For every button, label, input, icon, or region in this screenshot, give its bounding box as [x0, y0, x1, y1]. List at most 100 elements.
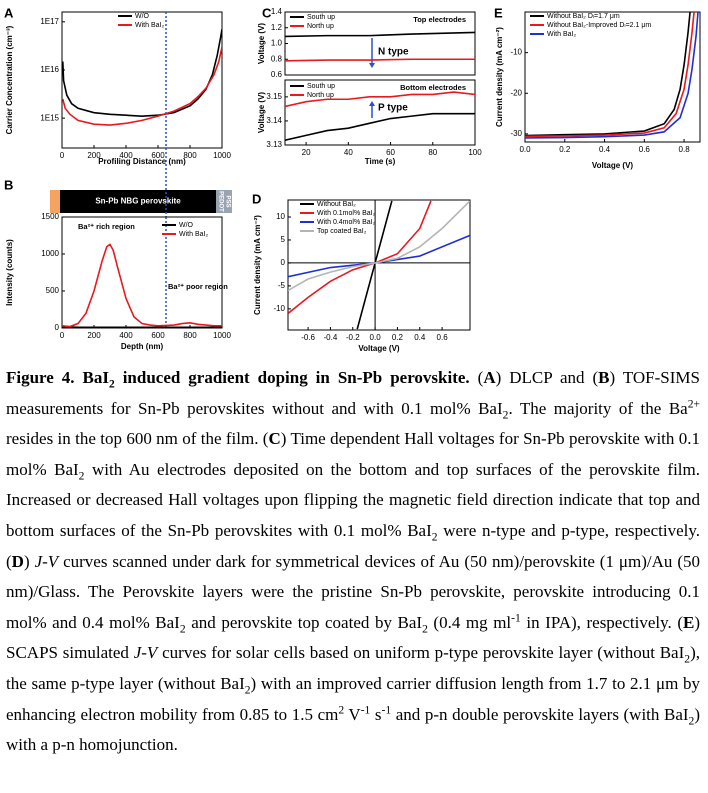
layer-label: Sn-Pb NBG perovskite [95, 197, 181, 206]
y-tick-label: 3.13 [266, 140, 282, 149]
panel-letter: E [494, 5, 503, 20]
annotation: Ba²⁺ poor region [168, 282, 228, 291]
x-tick-label: 600 [151, 151, 165, 160]
series-line [62, 29, 222, 117]
y-tick-label: -10 [273, 304, 285, 313]
y-axis-label: Voltage (V) [257, 23, 266, 65]
y-tick-label: 1.4 [271, 7, 283, 16]
x-axis-label: Voltage (V) [592, 161, 634, 170]
y-tick-label: 500 [46, 286, 60, 295]
y-tick-label: 10 [276, 212, 285, 221]
caption-bold: A [483, 368, 496, 387]
series-line [285, 31, 475, 38]
y-tick-label: 1.0 [271, 39, 283, 48]
x-tick-label: 0.0 [370, 333, 382, 342]
x-tick-label: 100 [468, 148, 482, 157]
x-tick-label: 0 [60, 331, 65, 340]
legend-label: Top coated BaI₂ [317, 228, 367, 235]
y-tick-label: 5 [281, 235, 286, 244]
legend-label: South up [307, 83, 335, 90]
series-line [288, 200, 470, 292]
caption-bold: Figure 4. BaI2 induced gradient doping i… [6, 368, 470, 391]
x-tick-label: -0.6 [301, 333, 315, 342]
caption-sub: 2 [422, 622, 428, 636]
au-layer [50, 190, 60, 213]
y-tick-label: 0 [281, 258, 286, 267]
caption-text: ) Time dependent Hall voltages for Sn-Pb… [6, 429, 700, 479]
caption-text: induced gradient doping in Sn-Pb perovsk… [114, 368, 470, 387]
x-tick-label: 200 [87, 151, 101, 160]
x-tick-label: 400 [119, 151, 133, 160]
legend-label: With 0.1mol% BaI₂ [317, 210, 376, 217]
series-line [288, 200, 432, 315]
series-line [62, 243, 222, 328]
x-tick-label: 800 [183, 331, 197, 340]
caption-text: ) TOF-SIMS measurements for Sn-Pb perovs… [6, 368, 700, 418]
caption-text: and perovskite top coated by BaI [185, 612, 423, 632]
caption-sub: 2 [244, 683, 251, 697]
caption-text: ( [469, 368, 484, 387]
x-axis-label: Depth (nm) [121, 342, 164, 351]
panel-letter: B [4, 177, 13, 192]
x-tick-label: -0.2 [346, 333, 360, 342]
series-line [62, 46, 222, 126]
caption-sub: 2 [179, 622, 186, 636]
caption-bold: C [268, 429, 281, 449]
x-tick-label: 1000 [213, 331, 231, 340]
caption-sub: 2 [684, 652, 691, 666]
series-line [525, 12, 695, 138]
caption-text: V [344, 704, 361, 724]
y-axis-label: Voltage (V) [257, 92, 266, 134]
caption-text: (0.4 mg ml [427, 612, 512, 632]
y-tick-label: 1E16 [40, 65, 59, 74]
y-tick-label: 3.15 [266, 92, 282, 101]
caption-italic: J-V [34, 551, 59, 571]
legend-label: North up [307, 23, 334, 30]
series-line [288, 234, 470, 278]
panel-letter: D [252, 191, 261, 206]
legend-label: Without BaI₂ Dₗ=1.7 μm [547, 13, 620, 20]
caption-text: ), the same p-type layer (without BaI [6, 643, 700, 693]
x-tick-label: 0.4 [599, 145, 611, 154]
y-tick-label: -5 [278, 281, 286, 290]
x-axis-label: Profiling Distance (nm) [98, 157, 186, 166]
caption-text: ) [23, 551, 35, 571]
layer-label: PSS [224, 195, 230, 207]
series-line [525, 12, 699, 139]
x-tick-label: 200 [87, 331, 101, 340]
perovskite-layer [60, 190, 216, 213]
legend-label: With BaI₂ [547, 31, 576, 38]
x-tick-label: 0 [60, 151, 65, 160]
caption-text: s [370, 704, 382, 724]
x-axis-label: Time (s) [365, 157, 396, 166]
y-axis-label: Carrier Concentration (cm⁻³) [5, 25, 14, 134]
plot-frame [524, 11, 701, 143]
caption-text: ) DLCP and ( [495, 368, 599, 387]
x-tick-label: 60 [386, 148, 395, 157]
caption-sub: 2 [688, 713, 695, 727]
plot-frame [61, 11, 223, 149]
x-tick-label: 400 [119, 331, 133, 340]
caption-sub: 2 [108, 377, 115, 391]
caption-text: with Au electrodes deposited on the bott… [6, 459, 700, 540]
y-tick-label: -30 [510, 129, 522, 138]
y-tick-label: 1500 [41, 212, 59, 221]
caption-text: resides in the top 600 nm of the film. ( [6, 429, 269, 449]
series-line [285, 112, 475, 141]
x-tick-label: 0.2 [392, 333, 404, 342]
series-line [62, 325, 222, 328]
caption-sup: 2 [338, 702, 345, 716]
caption-italic: J-V [133, 643, 158, 663]
annotation: Top electrodes [413, 15, 466, 24]
arrow-head [369, 63, 375, 68]
plot-frame [287, 199, 471, 331]
y-tick-label: 3.14 [266, 116, 282, 125]
y-tick-label: 1000 [41, 249, 59, 258]
x-tick-label: 600 [151, 331, 165, 340]
x-tick-label: 800 [183, 151, 197, 160]
annotation: Bottom electrodes [400, 83, 466, 92]
legend-label: With BaI₂ [179, 231, 208, 238]
x-tick-label: 1000 [213, 151, 231, 160]
panel-letter: C [262, 5, 272, 20]
